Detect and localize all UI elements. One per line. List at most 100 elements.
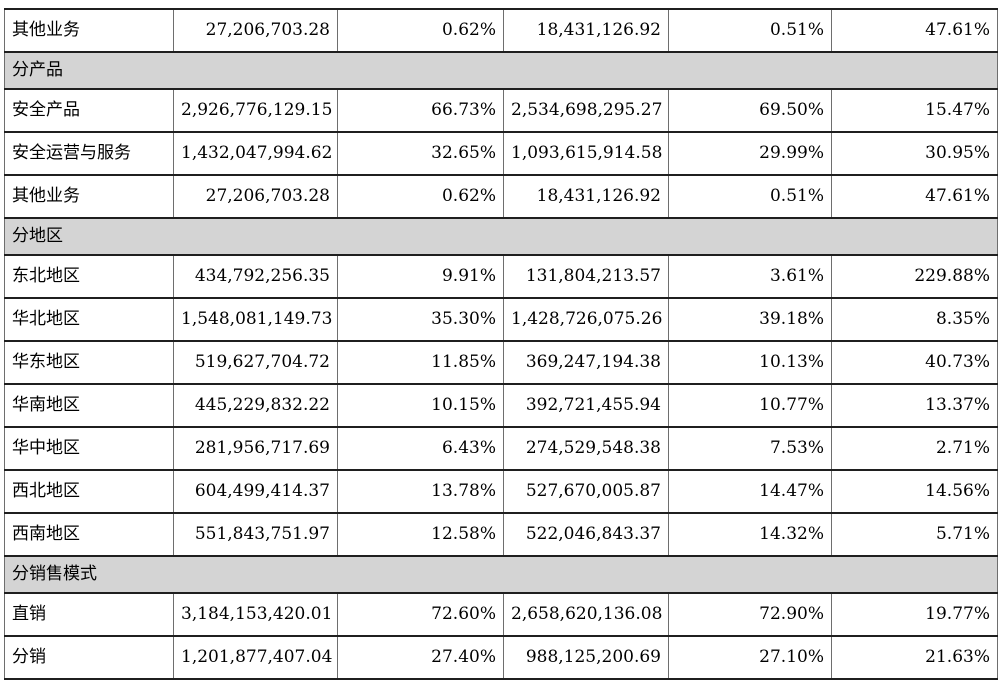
row-label-cell: 华南地区 [4,383,174,428]
row-label-cell: 东北地区 [4,254,174,299]
table-body: 其他业务 27,206,703.28 0.62% 18,431,126.92 0.51%… [4,8,998,680]
amount-cell: 1,432,047,994.62 [173,131,338,176]
row-label-cell: 华东地区 [4,340,174,385]
percent-cell: 47.61% [831,8,998,53]
percent-cell: 39.18% [668,297,832,342]
row-label-cell: 华中地区 [4,426,174,471]
table-row: 直销 3,184,153,420.01 72.60% 2,658,620,136.08… [4,592,998,637]
percent-cell: 72.90% [668,592,832,637]
percent-cell: 27.40% [337,635,504,680]
row-label-cell: 其他业务 [4,8,174,53]
amount-cell: 2,926,776,129.15 [173,88,338,133]
table-row: 其他业务 27,206,703.28 0.62% 18,431,126.92 0.51%… [4,8,998,53]
revenue-breakdown-table: 其他业务 27,206,703.28 0.62% 18,431,126.92 0.51%… [4,8,998,680]
amount-cell: 1,093,615,914.58 [503,131,669,176]
amount-cell: 281,956,717.69 [173,426,338,471]
percent-cell: 0.62% [337,174,504,219]
amount-cell: 369,247,194.38 [503,340,669,385]
section-header-cell: 分地区 [4,217,998,256]
percent-cell: 19.77% [831,592,998,637]
percent-cell: 10.77% [668,383,832,428]
percent-cell: 66.73% [337,88,504,133]
percent-cell: 0.51% [668,174,832,219]
table-row: 华东地区 519,627,704.72 11.85% 369,247,194.38 10… [4,340,998,385]
percent-cell: 229.88% [831,254,998,299]
table-row: 安全产品 2,926,776,129.15 66.73% 2,534,698,295.… [4,88,998,133]
table-row: 安全运营与服务 1,432,047,994.62 32.65% 1,093,615,9… [4,131,998,176]
percent-cell: 27.10% [668,635,832,680]
amount-cell: 131,804,213.57 [503,254,669,299]
amount-cell: 604,499,414.37 [173,469,338,514]
amount-cell: 1,201,877,407.04 [173,635,338,680]
percent-cell: 5.71% [831,512,998,557]
table-row: 西北地区 604,499,414.37 13.78% 527,670,005.87 14… [4,469,998,514]
table-row: 华北地区 1,548,081,149.73 35.30% 1,428,726,075.… [4,297,998,342]
amount-cell: 988,125,200.69 [503,635,669,680]
amount-cell: 527,670,005.87 [503,469,669,514]
section-header-cell: 分销售模式 [4,555,998,594]
percent-cell: 7.53% [668,426,832,471]
amount-cell: 18,431,126.92 [503,174,669,219]
table-row: 其他业务 27,206,703.28 0.62% 18,431,126.92 0.51%… [4,174,998,219]
percent-cell: 32.65% [337,131,504,176]
table-row: 东北地区 434,792,256.35 9.91% 131,804,213.57 3.6… [4,254,998,299]
percent-cell: 10.15% [337,383,504,428]
row-label-cell: 分销 [4,635,174,680]
amount-cell: 2,658,620,136.08 [503,592,669,637]
section-row: 分销售模式 [4,555,998,594]
percent-cell: 21.63% [831,635,998,680]
percent-cell: 13.78% [337,469,504,514]
percent-cell: 11.85% [337,340,504,385]
amount-cell: 18,431,126.92 [503,8,669,53]
amount-cell: 3,184,153,420.01 [173,592,338,637]
percent-cell: 29.99% [668,131,832,176]
section-header-cell: 分产品 [4,51,998,90]
table-row: 华中地区 281,956,717.69 6.43% 274,529,548.38 7.5… [4,426,998,471]
section-row: 分地区 [4,217,998,256]
amount-cell: 27,206,703.28 [173,174,338,219]
amount-cell: 274,529,548.38 [503,426,669,471]
table-row: 西南地区 551,843,751.97 12.58% 522,046,843.37 14… [4,512,998,557]
amount-cell: 445,229,832.22 [173,383,338,428]
table-row: 华南地区 445,229,832.22 10.15% 392,721,455.94 10… [4,383,998,428]
percent-cell: 9.91% [337,254,504,299]
amount-cell: 1,548,081,149.73 [173,297,338,342]
percent-cell: 40.73% [831,340,998,385]
amount-cell: 392,721,455.94 [503,383,669,428]
table-row: 分销 1,201,877,407.04 27.40% 988,125,200.69 27… [4,635,998,680]
percent-cell: 8.35% [831,297,998,342]
section-row: 分产品 [4,51,998,90]
row-label-cell: 西南地区 [4,512,174,557]
row-label-cell: 安全产品 [4,88,174,133]
percent-cell: 15.47% [831,88,998,133]
percent-cell: 69.50% [668,88,832,133]
percent-cell: 13.37% [831,383,998,428]
row-label-cell: 安全运营与服务 [4,131,174,176]
percent-cell: 2.71% [831,426,998,471]
percent-cell: 35.30% [337,297,504,342]
percent-cell: 6.43% [337,426,504,471]
amount-cell: 519,627,704.72 [173,340,338,385]
percent-cell: 14.56% [831,469,998,514]
amount-cell: 27,206,703.28 [173,8,338,53]
percent-cell: 30.95% [831,131,998,176]
percent-cell: 3.61% [668,254,832,299]
amount-cell: 2,534,698,295.27 [503,88,669,133]
row-label-cell: 西北地区 [4,469,174,514]
row-label-cell: 其他业务 [4,174,174,219]
percent-cell: 12.58% [337,512,504,557]
percent-cell: 14.47% [668,469,832,514]
percent-cell: 72.60% [337,592,504,637]
amount-cell: 434,792,256.35 [173,254,338,299]
percent-cell: 0.51% [668,8,832,53]
percent-cell: 0.62% [337,8,504,53]
percent-cell: 14.32% [668,512,832,557]
amount-cell: 1,428,726,075.26 [503,297,669,342]
row-label-cell: 华北地区 [4,297,174,342]
amount-cell: 522,046,843.37 [503,512,669,557]
row-label-cell: 直销 [4,592,174,637]
percent-cell: 10.13% [668,340,832,385]
percent-cell: 47.61% [831,174,998,219]
amount-cell: 551,843,751.97 [173,512,338,557]
